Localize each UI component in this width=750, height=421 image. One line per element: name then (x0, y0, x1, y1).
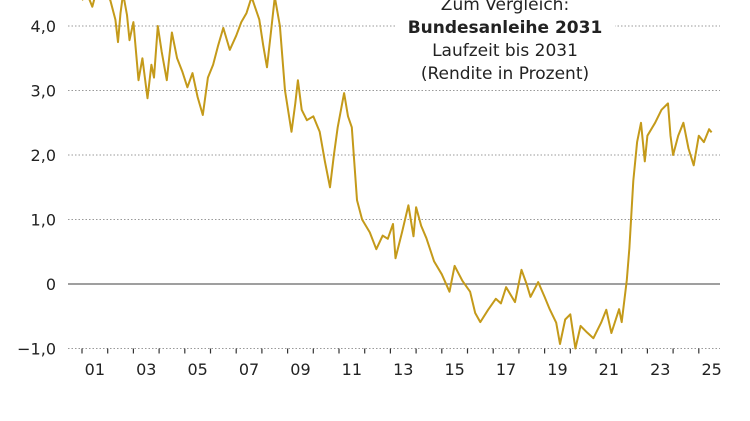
x-axis-labels: 01 03 05 07 09 11 13 15 17 19 21 23 25 (85, 360, 722, 379)
x-tick-label: 13 (393, 360, 413, 379)
x-tick-label: 05 (187, 360, 207, 379)
x-tick-label: 25 (701, 360, 721, 379)
y-tick-label: 1,0 (31, 211, 56, 230)
title-line-3: Laufzeit bis 2031 (432, 41, 578, 61)
chart-title: Zum Vergleich: Bundesanleihe 2031 Laufze… (395, 0, 615, 86)
x-tick-label: 01 (85, 360, 105, 379)
x-tick-label: 23 (650, 360, 670, 379)
x-tick-label: 07 (239, 360, 259, 379)
x-axis-ticks (81, 348, 700, 354)
x-tick-label: 15 (444, 360, 464, 379)
y-tick-label: 3,0 (31, 82, 56, 101)
y-tick-label: 4,0 (31, 17, 56, 36)
x-tick-label: 17 (496, 360, 516, 379)
y-axis-labels: 4,0 3,0 2,0 1,0 0 −1,0 (17, 17, 56, 359)
title-line-4: (Rendite in Prozent) (420, 64, 590, 84)
title-line-1: Zum Vergleich: (440, 0, 570, 15)
y-tick-label: −1,0 (17, 340, 56, 359)
x-tick-label: 09 (290, 360, 310, 379)
x-tick-label: 19 (547, 360, 567, 379)
y-tick-label: 2,0 (31, 146, 56, 165)
x-tick-label: 21 (599, 360, 619, 379)
x-tick-label: 11 (342, 360, 362, 379)
x-tick-label: 03 (136, 360, 156, 379)
series-line-bundesanleihe (81, 0, 713, 350)
y-tick-label: 0 (46, 275, 56, 294)
title-line-2: Bundesanleihe 2031 (407, 18, 603, 38)
